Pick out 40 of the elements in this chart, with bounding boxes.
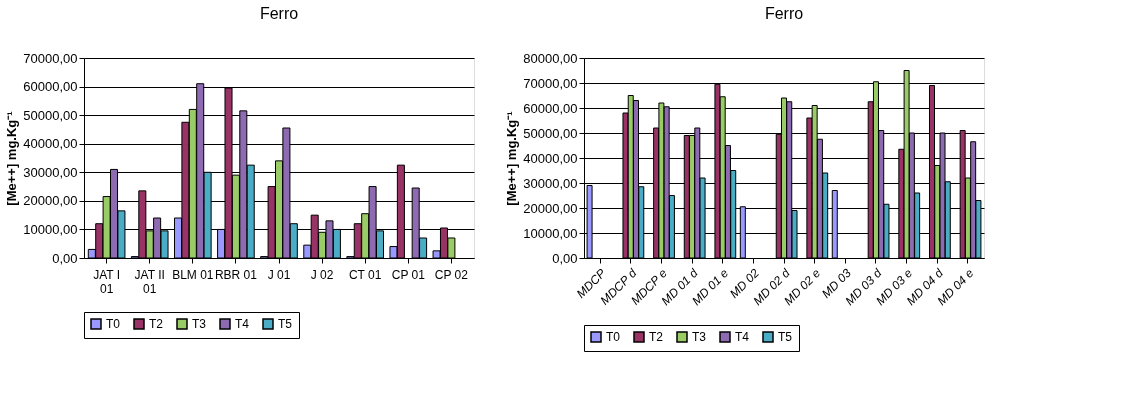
y-tick-label: 20000,00 (523, 200, 578, 216)
y-tick-label: 60000,00 (523, 100, 578, 116)
chart-title: Ferro (259, 5, 299, 22)
y-tick-label: 30000,00 (523, 175, 578, 191)
y-tick-label: 20000,00 (23, 193, 78, 209)
y-tick-label: 10000,00 (523, 225, 578, 241)
y-tick-label: 40000,00 (23, 136, 78, 152)
x-tick-label: CT 01 (348, 267, 382, 282)
y-tick-label: 0,00 (552, 250, 578, 266)
y-tick-label: 80000,00 (523, 50, 578, 66)
y-tick-label: 10000,00 (23, 221, 78, 237)
y-axis-title: [Me++] mg.Kg⁻¹ (504, 111, 520, 206)
y-tick-label: 70000,00 (23, 50, 78, 66)
y-tick-label: 50000,00 (523, 125, 578, 141)
x-tick-label: J 01 (267, 267, 291, 282)
x-tick-label: JAT I 01 (93, 267, 121, 296)
y-tick-label: 30000,00 (23, 164, 78, 180)
y-tick-label: 50000,00 (23, 107, 78, 123)
x-tick-label: J 02 (310, 267, 334, 282)
y-axis-title: [Me++] mg.Kg⁻¹ (4, 111, 20, 206)
x-tick-label: CP 02 (434, 267, 469, 282)
x-tick-label: BLM 01 (172, 267, 214, 282)
legend-label: T0 (106, 317, 121, 331)
y-tick-label: 70000,00 (523, 75, 578, 91)
x-tick-label: JAT II 01 (134, 267, 165, 296)
x-tick-label: RBR 01 (214, 267, 258, 282)
legend-label: T5 (778, 330, 793, 344)
legend-label: T3 (692, 330, 707, 344)
legend-label: T5 (278, 317, 293, 331)
x-tick-label: CP 01 (391, 267, 426, 282)
y-tick-label: 40000,00 (523, 150, 578, 166)
legend-label: T4 (735, 330, 750, 344)
legend-label: T2 (149, 317, 164, 331)
y-tick-label: 60000,00 (23, 79, 78, 95)
legend-label: T4 (235, 317, 250, 331)
legend-label: T2 (649, 330, 664, 344)
legend-label: T3 (192, 317, 207, 331)
legend-label: T0 (606, 330, 621, 344)
y-tick-label: 0,00 (52, 250, 78, 266)
chart-title: Ferro (764, 5, 804, 22)
